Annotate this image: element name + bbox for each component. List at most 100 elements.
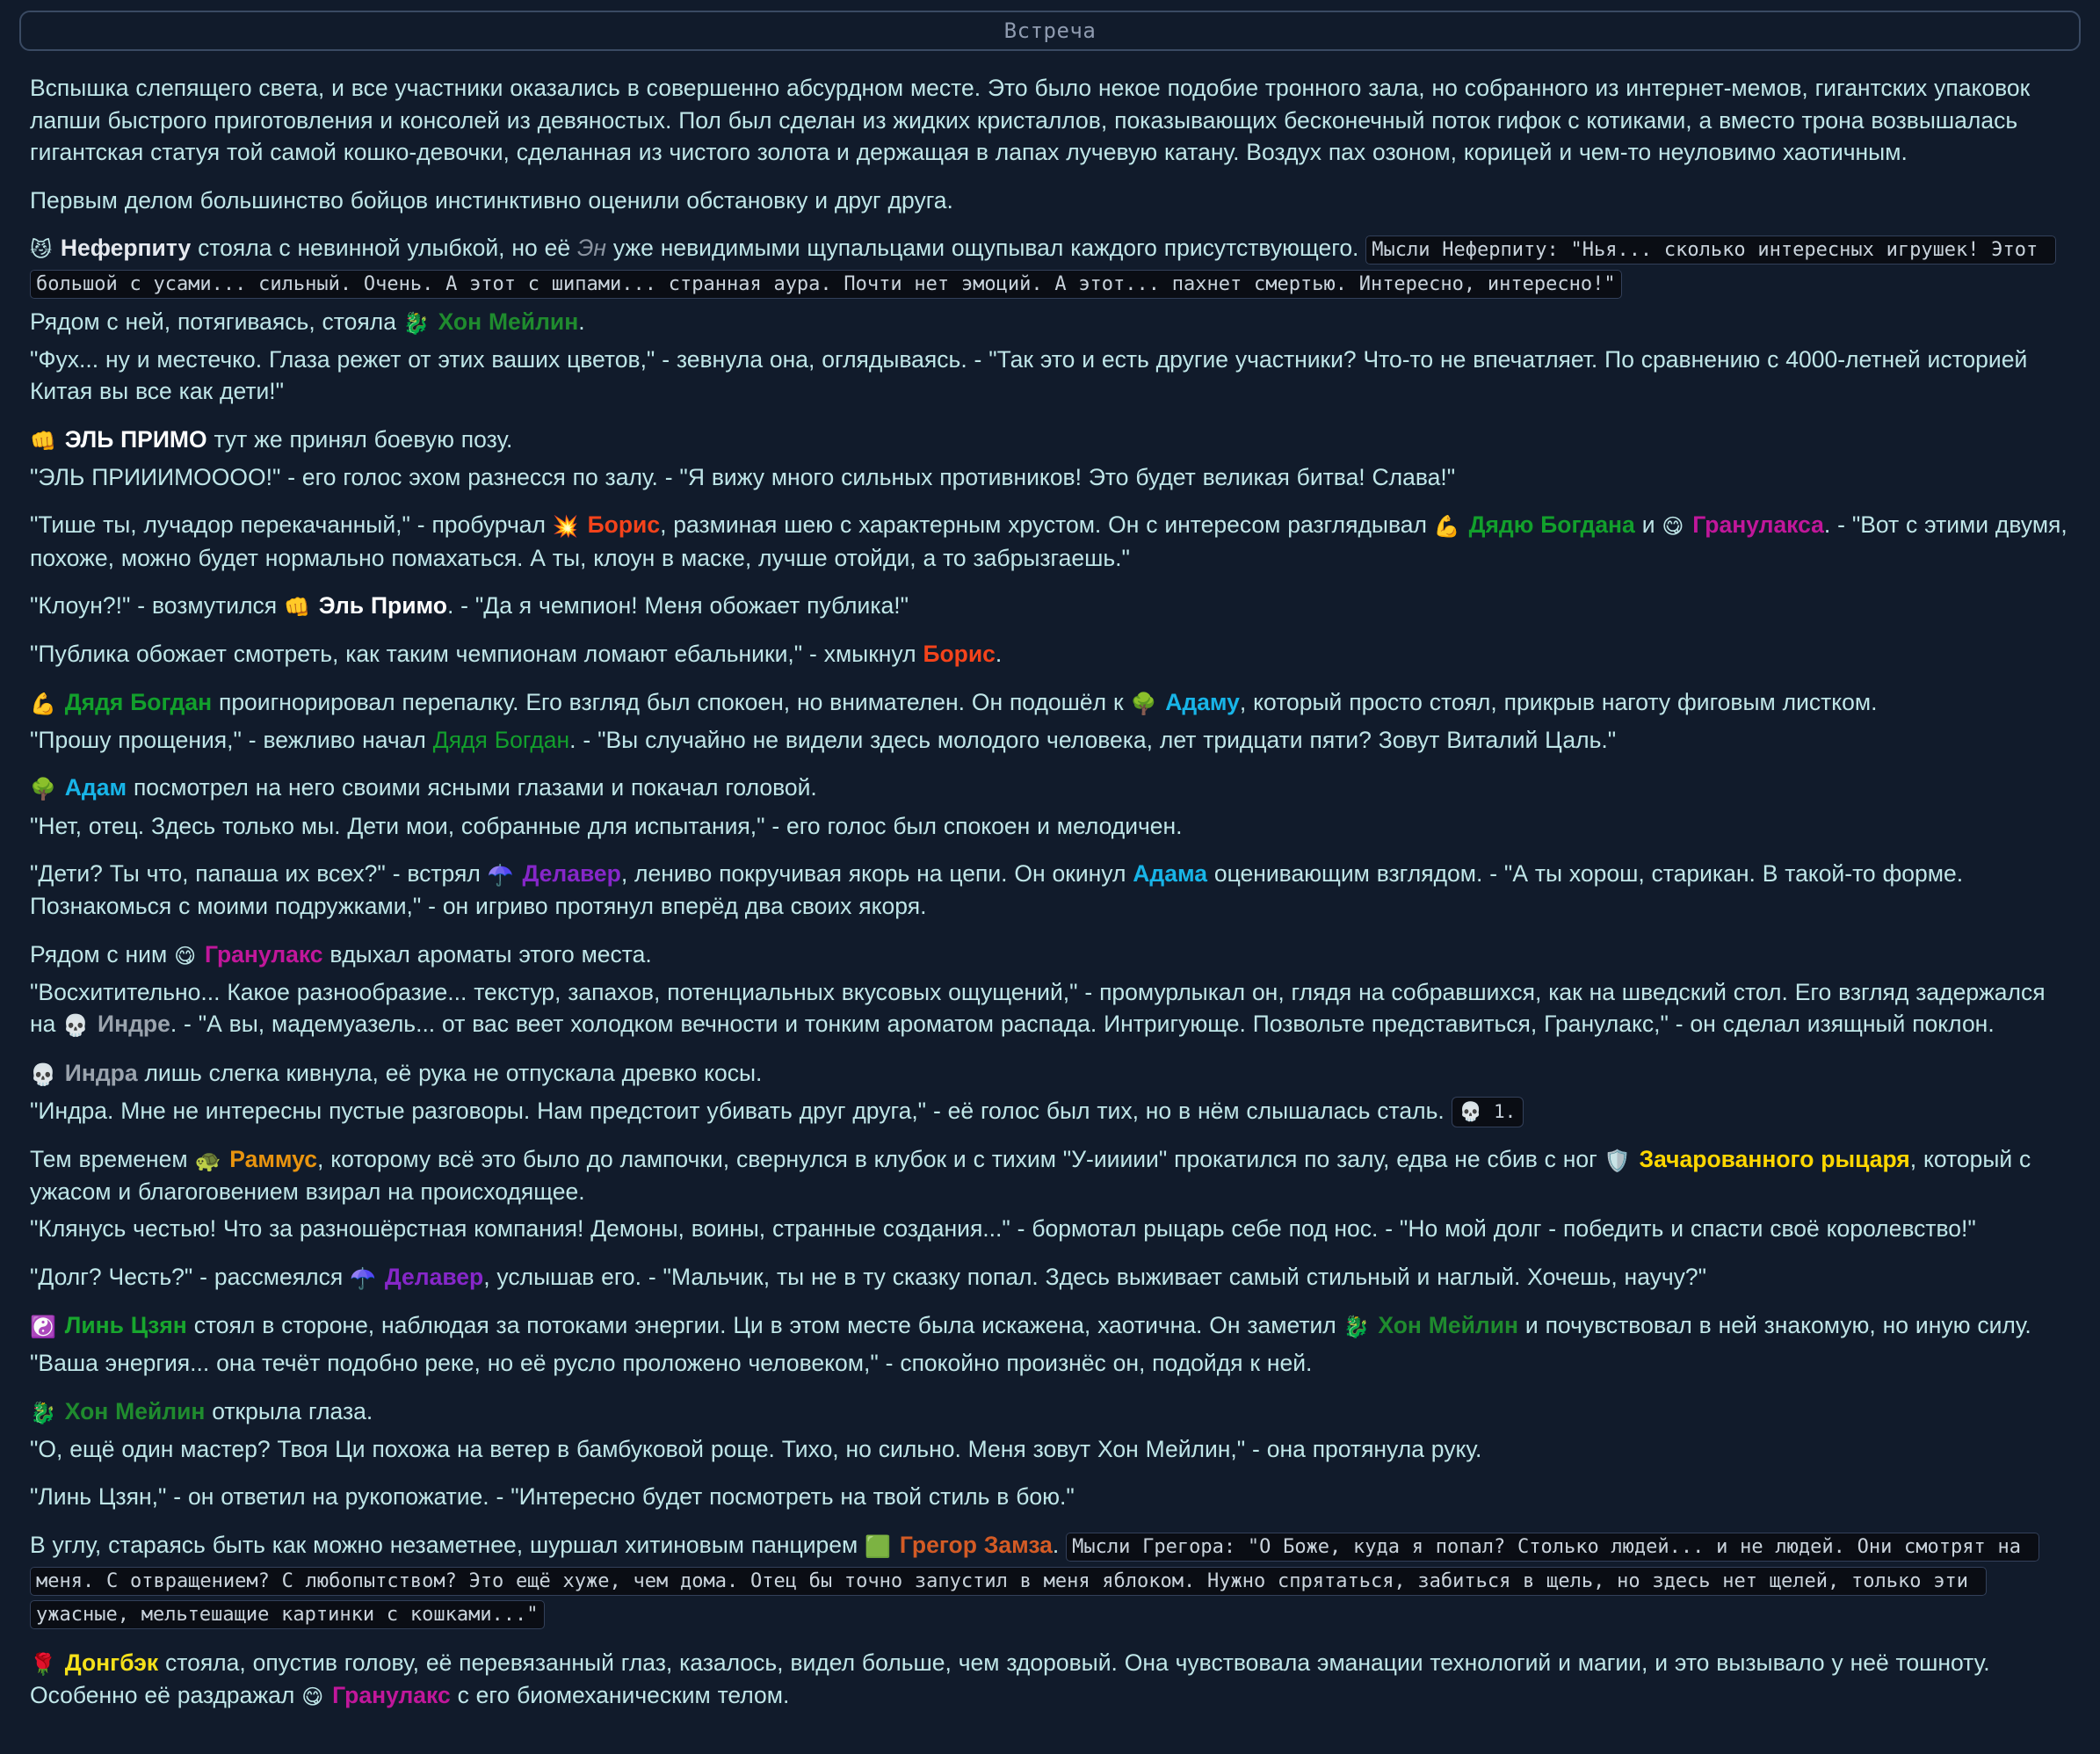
text-fragment: проигнорировал перепалку. Его взгляд был… (218, 688, 1124, 715)
character-name-hon-meilin: Хон Мейлин (64, 1397, 206, 1424)
dragon-emoji: 🐉 (402, 310, 430, 336)
paragraph-delaver-reply: "Долг? Честь?" - рассмеялся ☂️ Делавер, … (30, 1261, 2070, 1294)
text-fragment: стояла, опустив голову, её перевязанный … (30, 1649, 1990, 1708)
flexed-biceps-emoji: 💪 (1433, 514, 1460, 540)
tree-emoji: 🌳 (1130, 691, 1157, 716)
yum-face-emoji: 😋 (1662, 514, 1684, 540)
character-name-delaver: Делавер (384, 1263, 484, 1290)
character-name-hon-meilin: Хон Мейлин (1378, 1311, 1519, 1338)
text-fragment: . - "Вы случайно не видели здесь молодог… (569, 726, 1617, 753)
kill-count-badge: 💀 1. (1451, 1096, 1524, 1127)
character-name-boris: Борис (923, 641, 996, 668)
paragraph-bogdan-action: 💪 Дядя Богдан проигнорировал перепалку. … (30, 686, 2070, 719)
rose-emoji: 🌹 (30, 1651, 56, 1677)
yum-face-emoji: 😋 (301, 1684, 324, 1709)
kill-count-value: 1. (1493, 1100, 1517, 1122)
text-fragment: "Индра. Мне не интересны пустые разговор… (30, 1097, 1445, 1124)
paragraph-el-primo-intro: 👊 ЭЛЬ ПРИМО тут же принял боевую позу. (30, 424, 2070, 456)
paragraph-el-primo-reply: "Клоун?!" - возмутился 👊 Эль Примо. - "Д… (30, 590, 2070, 622)
character-name-adam: Адама (1133, 860, 1207, 888)
paragraph-boris-reply: "Публика обожает смотреть, как таким чем… (30, 638, 2070, 670)
character-name-enchanted-knight: Зачарованного рыцаря (1639, 1145, 1910, 1172)
paragraph-lin-jiang-reply: "Линь Цзян," - он ответил на рукопожатие… (30, 1483, 1075, 1511)
character-name-granulaks: Гранулакс (332, 1681, 451, 1708)
paragraph-bogdan-speech: "Прошу прощения," - вежливо начал Дядя Б… (30, 724, 2070, 757)
text-fragment: "Дети? Ты что, папаша их всех?" - встрял (30, 860, 481, 888)
paragraph-hon-meilin-action: 🐉 Хон Мейлин открыла глаза. (30, 1395, 2070, 1428)
paragraph-boris-speech: "Тише ты, лучадор перекачанный," - пробу… (30, 509, 2070, 574)
text-fragment: , который с ужасом и благоговением взира… (30, 1145, 2031, 1205)
umbrella-emoji: ☂️ (350, 1265, 376, 1291)
character-name-dyadya-bogdan: Дядя Богдан (64, 688, 213, 715)
text-fragment: , которому всё это было до лампочки, све… (317, 1145, 1597, 1172)
paragraph-dongbek-intro: 🌹 Донгбэк стояла, опустив голову, её пер… (30, 1647, 2070, 1712)
paragraph-adam-action: 🌳 Адам посмотрел на него своими ясными г… (30, 772, 2070, 804)
text-fragment: "Восхитительно... Какое разнообразие... … (30, 978, 2046, 1038)
page-root: { "window": { "title": "Встреча" }, "col… (0, 11, 2100, 1754)
text-fragment: открыла глаза. (212, 1397, 373, 1424)
cat-face-emoji: 😼 (30, 237, 53, 263)
character-name-gregor-zamza: Грегор Замза (899, 1531, 1053, 1558)
text-fragment: с его биомеханическим телом. (457, 1681, 790, 1708)
text-fragment: "Прошу прощения," - вежливо начал (30, 726, 426, 753)
paragraph-granulaks-intro: Рядом с ним 😋 Гранулакс вдыхал ароматы э… (30, 939, 2070, 971)
character-name-hon-meilin: Хон Мейлин (438, 308, 579, 335)
character-name-dyadya-bogdan: Дядю Богдана (1468, 511, 1635, 539)
text-fragment: . - "Да я чемпион! Меня обожает публика!… (446, 592, 909, 620)
umbrella-emoji: ☂️ (487, 863, 514, 888)
turtle-emoji: 🐢 (194, 1148, 221, 1173)
text-fragment: . (578, 308, 585, 335)
text-fragment: стоял в стороне, наблюдая за потоками эн… (193, 1311, 1336, 1338)
tree-emoji: 🌳 (30, 777, 56, 802)
text-fragment: Рядом с ней, потягиваясь, стояла (30, 308, 396, 335)
paragraph-indra-action: 💀 Индра лишь слегка кивнула, её рука не … (30, 1057, 2070, 1090)
text-fragment: тут же принял боевую позу. (214, 425, 513, 453)
text-fragment: лишь слегка кивнула, её рука не отпускал… (144, 1059, 763, 1086)
text-fragment: Рядом с ним (30, 940, 168, 968)
paragraph-rammus-action: Тем временем 🐢 Раммус, которому всё это … (30, 1143, 2070, 1208)
character-name-boris: Борис (587, 511, 661, 539)
paragraph-neferpitou-intro: 😼 Неферпиту стояла с невинной улыбкой, н… (30, 232, 2070, 300)
paragraph-lin-jiang-speech: "Ваша энергия... она течёт подобно реке,… (30, 1350, 1313, 1377)
paragraph-el-primo-speech: "ЭЛЬ ПРИИИМОООО!" - его голос эхом разне… (30, 463, 1456, 490)
character-name-indra: Индре (98, 1011, 170, 1038)
fist-emoji: 👊 (284, 595, 310, 620)
window-titlebar: Встреча (19, 11, 2081, 51)
text-fragment: уже невидимыми щупальцами ощупывал каждо… (612, 235, 1359, 262)
character-name-neferpitou: Неферпиту (60, 235, 192, 262)
character-name-el-primo: Эль Примо (318, 592, 447, 620)
paragraph-lin-jiang-intro: ☯️ Линь Цзян стоял в стороне, наблюдая з… (30, 1309, 2070, 1342)
skull-emoji: 💀 (1459, 1100, 1482, 1122)
character-name-lin-jiang: Линь Цзян (64, 1311, 187, 1338)
skull-emoji: 💀 (62, 1013, 90, 1039)
text-fragment: . - "А вы, мадемуазель... от вас веет хо… (170, 1011, 1995, 1038)
text-fragment: . - "Вот с этими двумя, похоже, можно бу… (30, 511, 2067, 571)
fist-emoji: 👊 (30, 428, 56, 453)
dragon-emoji: 🐉 (1343, 1314, 1370, 1339)
entity-name-en: Эн (576, 235, 606, 262)
paragraph-intro-scene: Вспышка слепящего света, и все участники… (30, 75, 2031, 166)
text-fragment: и (1641, 511, 1655, 539)
character-name-adam: Адам (64, 774, 127, 801)
paragraph-indra-speech: "Индра. Мне не интересны пустые разговор… (30, 1095, 2070, 1127)
text-fragment: , разминая шею с характерным хрустом. Он… (660, 511, 1427, 539)
paragraph-knight-speech: "Клянусь честью! Что за разношёрстная ко… (30, 1215, 1976, 1243)
text-fragment: "Долг? Честь?" - рассмеялся (30, 1263, 344, 1290)
text-fragment: "Публика обожает смотреть, как таким чем… (30, 641, 916, 668)
window-title: Встреча (1003, 18, 1097, 43)
character-name-el-primo: ЭЛЬ ПРИМО (64, 425, 207, 453)
yum-face-emoji: 😋 (174, 943, 197, 968)
yin-yang-emoji: ☯️ (30, 1314, 56, 1339)
text-fragment: и почувствовал в ней знакомую, но иную с… (1524, 1311, 2031, 1338)
text-fragment: "Тише ты, лучадор перекачанный," - пробу… (30, 511, 546, 539)
paragraph-gregor-intro: В углу, стараясь быть как можно незаметн… (30, 1529, 2070, 1631)
character-name-indra: Индра (64, 1059, 138, 1086)
text-fragment: , который просто стоял, прикрыв наготу ф… (1239, 688, 1878, 715)
text-fragment: , лениво покручивая якорь на цепи. Он ок… (620, 860, 1126, 888)
text-fragment: , услышав его. - "Мальчик, ты не в ту ск… (483, 1263, 1707, 1290)
paragraph-hon-meilin-intro: Рядом с ней, потягиваясь, стояла 🐉 Хон М… (30, 306, 2070, 338)
character-name-granulaks: Гранулакс (204, 940, 323, 968)
text-fragment: В углу, стараясь быть как можно незаметн… (30, 1531, 858, 1558)
text-fragment: стояла с невинной улыбкой, но её (198, 235, 571, 262)
character-name-adam: Адаму (1165, 688, 1240, 715)
